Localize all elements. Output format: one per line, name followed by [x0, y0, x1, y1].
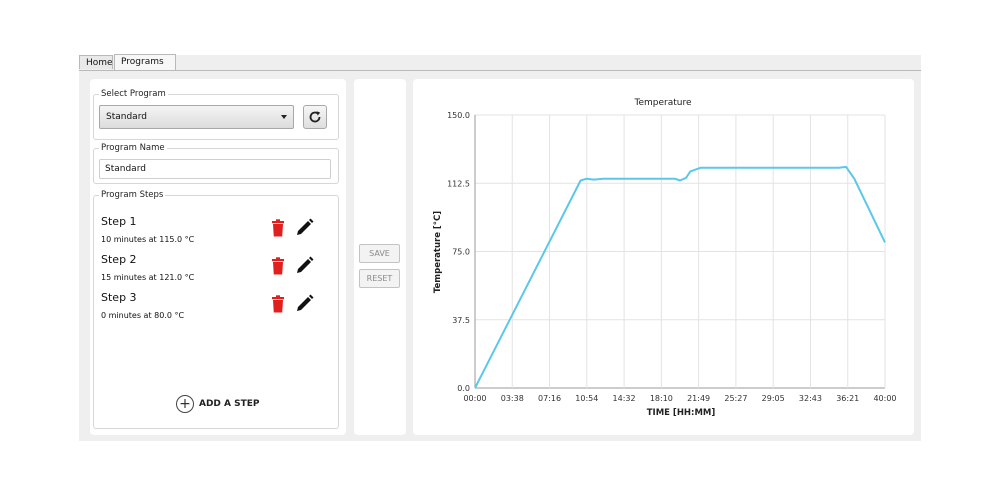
y-tick-label: 0.0	[457, 384, 470, 393]
chart-grid	[474, 114, 886, 389]
list-item: Step 2 15 minutes at 121.0 °C	[101, 253, 331, 289]
x-axis-label: TIME [HH:MM]	[647, 408, 716, 418]
refresh-button[interactable]	[303, 105, 327, 129]
x-tick-label: 07:16	[538, 394, 561, 403]
add-step-label: ADD A STEP	[199, 399, 260, 409]
x-tick-label: 29:05	[762, 394, 785, 403]
program-select[interactable]: Standard	[99, 105, 294, 129]
x-tick-label: 18:10	[650, 394, 673, 403]
program-name-title: Program Name	[99, 143, 167, 153]
step-title: Step 3	[101, 291, 137, 304]
x-axis-ticks: 00:00 03:38 07:16 10:54 14:32 18:10 21:49 25:27…	[463, 394, 896, 403]
chart-panel: Temperature 0.0 37.5 75.0 112.5 150.0 00:00 0…	[413, 79, 914, 435]
plus-icon: +	[176, 395, 194, 413]
program-steps-title: Program Steps	[99, 190, 166, 200]
app-window: Home Programs Select Program Standard Pr…	[79, 54, 921, 441]
y-tick-label: 112.5	[447, 179, 470, 188]
program-name-input[interactable]: Standard	[99, 159, 331, 179]
step-description: 0 minutes at 80.0 °C	[101, 311, 185, 320]
trash-icon[interactable]	[271, 219, 285, 237]
x-tick-label: 10:54	[575, 394, 598, 403]
trash-icon[interactable]	[271, 295, 285, 313]
actions-panel: SAVE RESET	[354, 79, 406, 435]
add-step-button[interactable]: + ADD A STEP	[176, 393, 260, 415]
y-axis-label: Temperature [°C]	[433, 211, 443, 293]
list-item: Step 3 0 minutes at 80.0 °C	[101, 291, 331, 327]
y-tick-label: 37.5	[452, 316, 470, 325]
trash-icon[interactable]	[271, 257, 285, 275]
temperature-series-line	[474, 165, 886, 389]
pencil-icon[interactable]	[295, 294, 314, 313]
x-tick-label: 25:27	[724, 394, 747, 403]
x-tick-label: 14:32	[613, 394, 636, 403]
program-steps-group: Program Steps Step 1 10 minutes at 115.0…	[93, 190, 339, 429]
x-tick-label: 21:49	[687, 394, 710, 403]
select-program-group: Select Program Standard	[93, 89, 339, 140]
x-tick-label: 00:00	[463, 394, 486, 403]
y-tick-label: 150.0	[447, 111, 470, 120]
y-axis-ticks: 0.0 37.5 75.0 112.5 150.0	[447, 111, 470, 393]
chevron-down-icon	[281, 115, 287, 119]
select-program-title: Select Program	[99, 89, 168, 99]
step-title: Step 2	[101, 253, 137, 266]
x-tick-label: 32:43	[799, 394, 822, 403]
step-title: Step 1	[101, 215, 137, 228]
program-select-value: Standard	[106, 112, 147, 122]
x-tick-label: 36:21	[836, 394, 859, 403]
step-description: 10 minutes at 115.0 °C	[101, 235, 195, 244]
y-tick-label: 75.0	[452, 248, 470, 257]
tab-home[interactable]: Home	[79, 55, 113, 69]
pencil-icon[interactable]	[295, 256, 314, 275]
x-tick-label: 03:38	[501, 394, 524, 403]
reset-button[interactable]: RESET	[359, 269, 400, 288]
program-name-group: Program Name Standard	[93, 143, 339, 184]
refresh-icon	[309, 111, 321, 123]
program-editor-panel: Select Program Standard Program Name Sta…	[90, 79, 346, 435]
chart-title: Temperature	[633, 98, 691, 108]
x-tick-label: 40:00	[873, 394, 896, 403]
list-item: Step 1 10 minutes at 115.0 °C	[101, 215, 331, 251]
save-button[interactable]: SAVE	[359, 244, 400, 263]
step-description: 15 minutes at 121.0 °C	[101, 273, 195, 282]
tab-bar: Home Programs	[79, 54, 921, 71]
pencil-icon[interactable]	[295, 218, 314, 237]
tab-programs[interactable]: Programs	[114, 54, 176, 70]
